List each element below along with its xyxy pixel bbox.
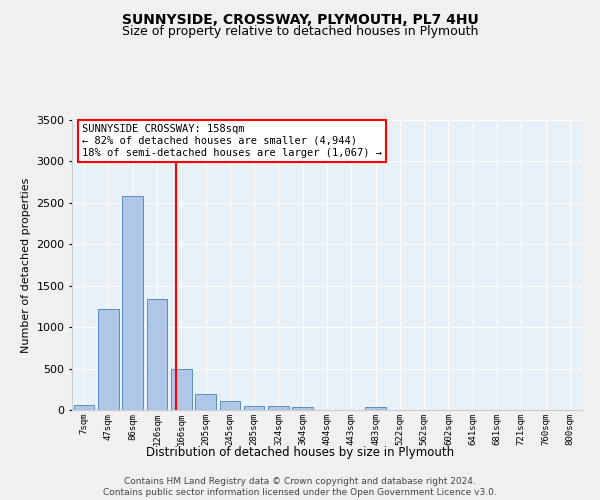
Bar — [195, 394, 216, 410]
Bar — [292, 407, 313, 410]
Text: SUNNYSIDE CROSSWAY: 158sqm
← 82% of detached houses are smaller (4,944)
18% of s: SUNNYSIDE CROSSWAY: 158sqm ← 82% of deta… — [82, 124, 382, 158]
Bar — [146, 299, 167, 410]
Bar — [268, 406, 289, 410]
Bar — [74, 406, 94, 410]
Text: Distribution of detached houses by size in Plymouth: Distribution of detached houses by size … — [146, 446, 454, 459]
Y-axis label: Number of detached properties: Number of detached properties — [20, 178, 31, 352]
Text: Contains HM Land Registry data © Crown copyright and database right 2024.: Contains HM Land Registry data © Crown c… — [124, 476, 476, 486]
Bar — [220, 402, 240, 410]
Bar — [365, 407, 386, 410]
Text: Contains public sector information licensed under the Open Government Licence v3: Contains public sector information licen… — [103, 488, 497, 497]
Text: SUNNYSIDE, CROSSWAY, PLYMOUTH, PL7 4HU: SUNNYSIDE, CROSSWAY, PLYMOUTH, PL7 4HU — [122, 12, 478, 26]
Bar — [98, 309, 119, 410]
Bar — [122, 196, 143, 410]
Bar — [244, 406, 265, 410]
Text: Size of property relative to detached houses in Plymouth: Size of property relative to detached ho… — [122, 25, 478, 38]
Bar — [171, 368, 191, 410]
